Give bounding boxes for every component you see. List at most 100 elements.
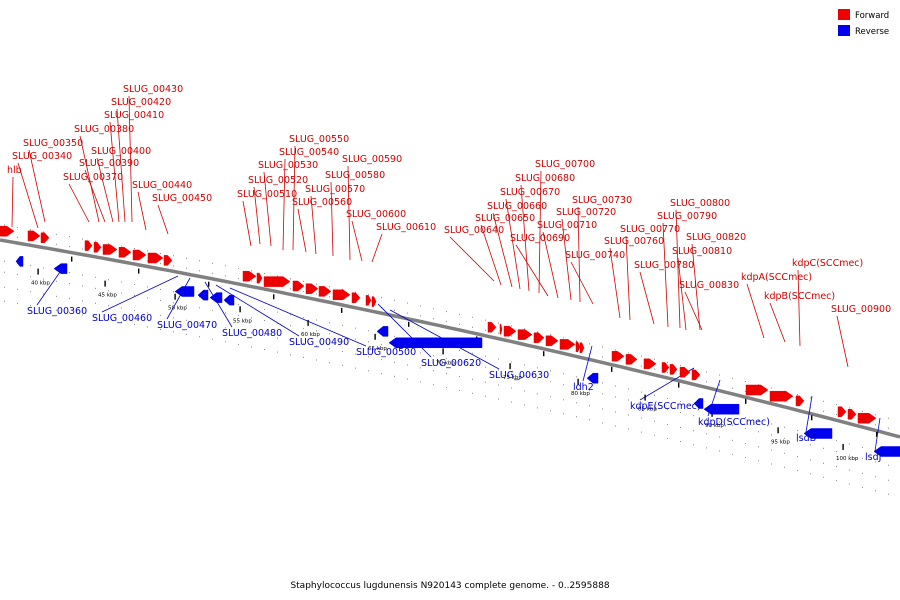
- forward-gene-arrow: [263, 276, 291, 287]
- leader-line: [17, 162, 39, 229]
- track-dot: [732, 377, 733, 379]
- track-dot: [537, 331, 538, 333]
- minor-tick-mark: [273, 294, 275, 300]
- track-dot: [875, 490, 876, 492]
- track-dot: [667, 397, 668, 399]
- track-dot: [446, 373, 447, 375]
- track-dot: [394, 335, 395, 337]
- gene-label-slug-00740: SLUG_00740: [565, 250, 625, 261]
- track-dot: [303, 290, 304, 292]
- leader-line: [582, 345, 593, 382]
- track-dot: [134, 310, 135, 311]
- track-dot: [277, 275, 278, 277]
- track-dot: [576, 402, 577, 404]
- track-dot: [745, 457, 746, 458]
- track-dot: [134, 295, 135, 296]
- track-dot: [615, 425, 616, 427]
- forward-gene-arrow: [371, 296, 377, 307]
- track-dot: [134, 324, 135, 325]
- gene-label-slug-00660: SLUG_00660: [487, 201, 547, 212]
- track-dot: [433, 355, 434, 357]
- track-dot: [602, 408, 603, 410]
- forward-gene-arrow: [365, 295, 372, 306]
- gene-label-kdpa-sccmec: kdpA(SCCmec): [741, 272, 812, 283]
- track-dot: [264, 320, 265, 321]
- gene-labels: hlb SLUG_00340 SLUG_00350 SLUG_00370 SLUG_00…: [7, 84, 891, 463]
- track-dot: [121, 307, 122, 309]
- leader-line: [542, 231, 559, 299]
- track-dot: [381, 373, 382, 375]
- track-dot: [459, 389, 460, 391]
- forward-gene-arrow: [93, 242, 102, 253]
- track-dot: [329, 333, 330, 335]
- track-dot: [511, 335, 512, 337]
- reverse-gene-arrow: [209, 292, 223, 303]
- track-dot: [43, 231, 44, 233]
- track-dot: [823, 476, 824, 478]
- track-dot: [173, 255, 174, 257]
- track-dot: [121, 245, 122, 247]
- track-dot: [69, 272, 70, 274]
- track-dot: [537, 407, 538, 409]
- track-dot: [355, 291, 356, 293]
- forward-gene-arrow: [292, 280, 305, 292]
- gene-label-slug-00490: SLUG_00490: [289, 337, 349, 348]
- track-dot: [17, 273, 18, 275]
- track-dot: [82, 238, 83, 240]
- leader-line: [137, 191, 147, 231]
- genome-backbone: [0, 238, 900, 439]
- track-dot: [381, 297, 382, 299]
- track-dot: [862, 472, 863, 474]
- leader-line: [797, 269, 801, 347]
- track-dot: [706, 418, 707, 420]
- track-dot: [316, 359, 317, 361]
- gene-label-slug-00460: SLUG_00460: [92, 313, 152, 324]
- kbp-tick-label: 70 kbp: [436, 360, 455, 366]
- gene-label-slug-00670: SLUG_00670: [500, 187, 560, 198]
- track-dot: [186, 267, 187, 269]
- track-dot: [238, 343, 239, 345]
- track-dot: [550, 370, 551, 372]
- track-dot: [667, 423, 668, 425]
- gene-label-slug-00610: SLUG_00610: [376, 222, 436, 233]
- leader-line: [639, 271, 655, 325]
- track-dot: [641, 365, 642, 367]
- forward-gene-arrow: [499, 323, 503, 335]
- track-dot: [82, 274, 83, 276]
- track-dot: [316, 283, 317, 285]
- track-dot: [459, 349, 460, 351]
- track-dot: [407, 349, 408, 351]
- track-dot: [329, 286, 330, 288]
- track-dot: [472, 363, 473, 365]
- track-dot: [706, 371, 707, 373]
- track-dot: [888, 493, 889, 495]
- gene-label-kdpc-sccmec: kdpC(SCCmec): [792, 258, 863, 269]
- leader-line: [297, 208, 307, 253]
- track-dot: [4, 224, 5, 226]
- track-dot: [784, 426, 785, 428]
- track-dot: [888, 427, 889, 429]
- track-dot: [732, 453, 733, 455]
- gene-label-slug-00770: SLUG_00770: [620, 224, 680, 235]
- track-dot: [693, 404, 694, 406]
- gene-label-slug-00470: SLUG_00470: [157, 320, 217, 331]
- track-dot: [641, 402, 642, 404]
- forward-gene-arrow: [332, 289, 351, 301]
- track-dot: [420, 352, 421, 354]
- leader-line: [166, 277, 191, 320]
- leader-line: [691, 243, 701, 331]
- kbp-tick-mark: [644, 394, 646, 401]
- track-dot: [238, 329, 239, 331]
- track-dot: [56, 309, 57, 311]
- track-dot: [82, 314, 83, 316]
- track-dot: [654, 420, 655, 422]
- leader-line: [371, 233, 383, 263]
- track-dot: [69, 236, 70, 238]
- track-dot: [17, 302, 18, 304]
- track-dot: [862, 486, 863, 488]
- track-dot: [251, 332, 252, 334]
- forward-gene-arrow: [305, 283, 319, 294]
- kbp-tick-label: 95 kbp: [771, 439, 790, 445]
- track-dot: [303, 356, 304, 358]
- minor-tick-mark: [678, 382, 680, 388]
